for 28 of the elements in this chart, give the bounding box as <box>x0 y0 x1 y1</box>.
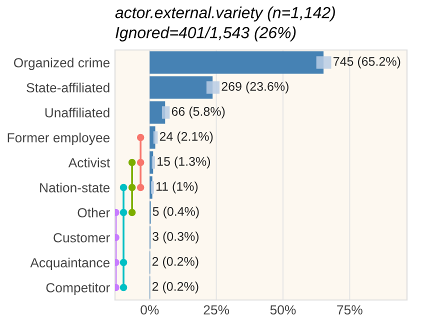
bar <box>150 51 324 74</box>
data-label: 269 (23.6%) <box>222 82 288 94</box>
x-tick-label: 75% <box>337 305 362 315</box>
chart-subtitle: Ignored=401/1,543 (26%) <box>116 26 296 42</box>
y-tick-label: Former employee <box>8 132 110 146</box>
x-tick-label: 25% <box>204 305 230 315</box>
data-label: 3 (0.3%) <box>152 232 199 244</box>
x-tick-label: 50% <box>270 305 296 315</box>
x-tick-label: 0% <box>140 305 159 315</box>
data-label: 5 (0.4%) <box>152 206 199 218</box>
y-tick-label: State-affiliated <box>26 82 110 92</box>
data-label: 2 (0.2%) <box>152 282 198 294</box>
chart-title: actor.external.variety (n=1,142) <box>115 6 335 22</box>
y-tick-label: Customer <box>54 233 110 242</box>
y-tick-label: Organized crime <box>14 58 110 70</box>
data-label: 24 (2.1%) <box>160 132 213 144</box>
data-label: 11 (1%) <box>156 182 198 194</box>
y-tick-label: Competitor <box>46 282 110 296</box>
data-label: 15 (1.3%) <box>158 156 210 168</box>
y-tick-label: Nation-state <box>40 182 110 192</box>
y-tick-label: Other <box>78 208 110 218</box>
data-label: 66 (5.8%) <box>172 106 225 118</box>
data-label: 745 (65.2%) <box>334 56 400 68</box>
y-tick-label: Activist <box>68 158 110 168</box>
y-tick-label: Acquaintance <box>30 258 110 270</box>
y-tick-label: Unaffiliated <box>45 108 110 118</box>
bar <box>150 76 213 99</box>
data-label: 2 (0.2%) <box>152 256 198 268</box>
